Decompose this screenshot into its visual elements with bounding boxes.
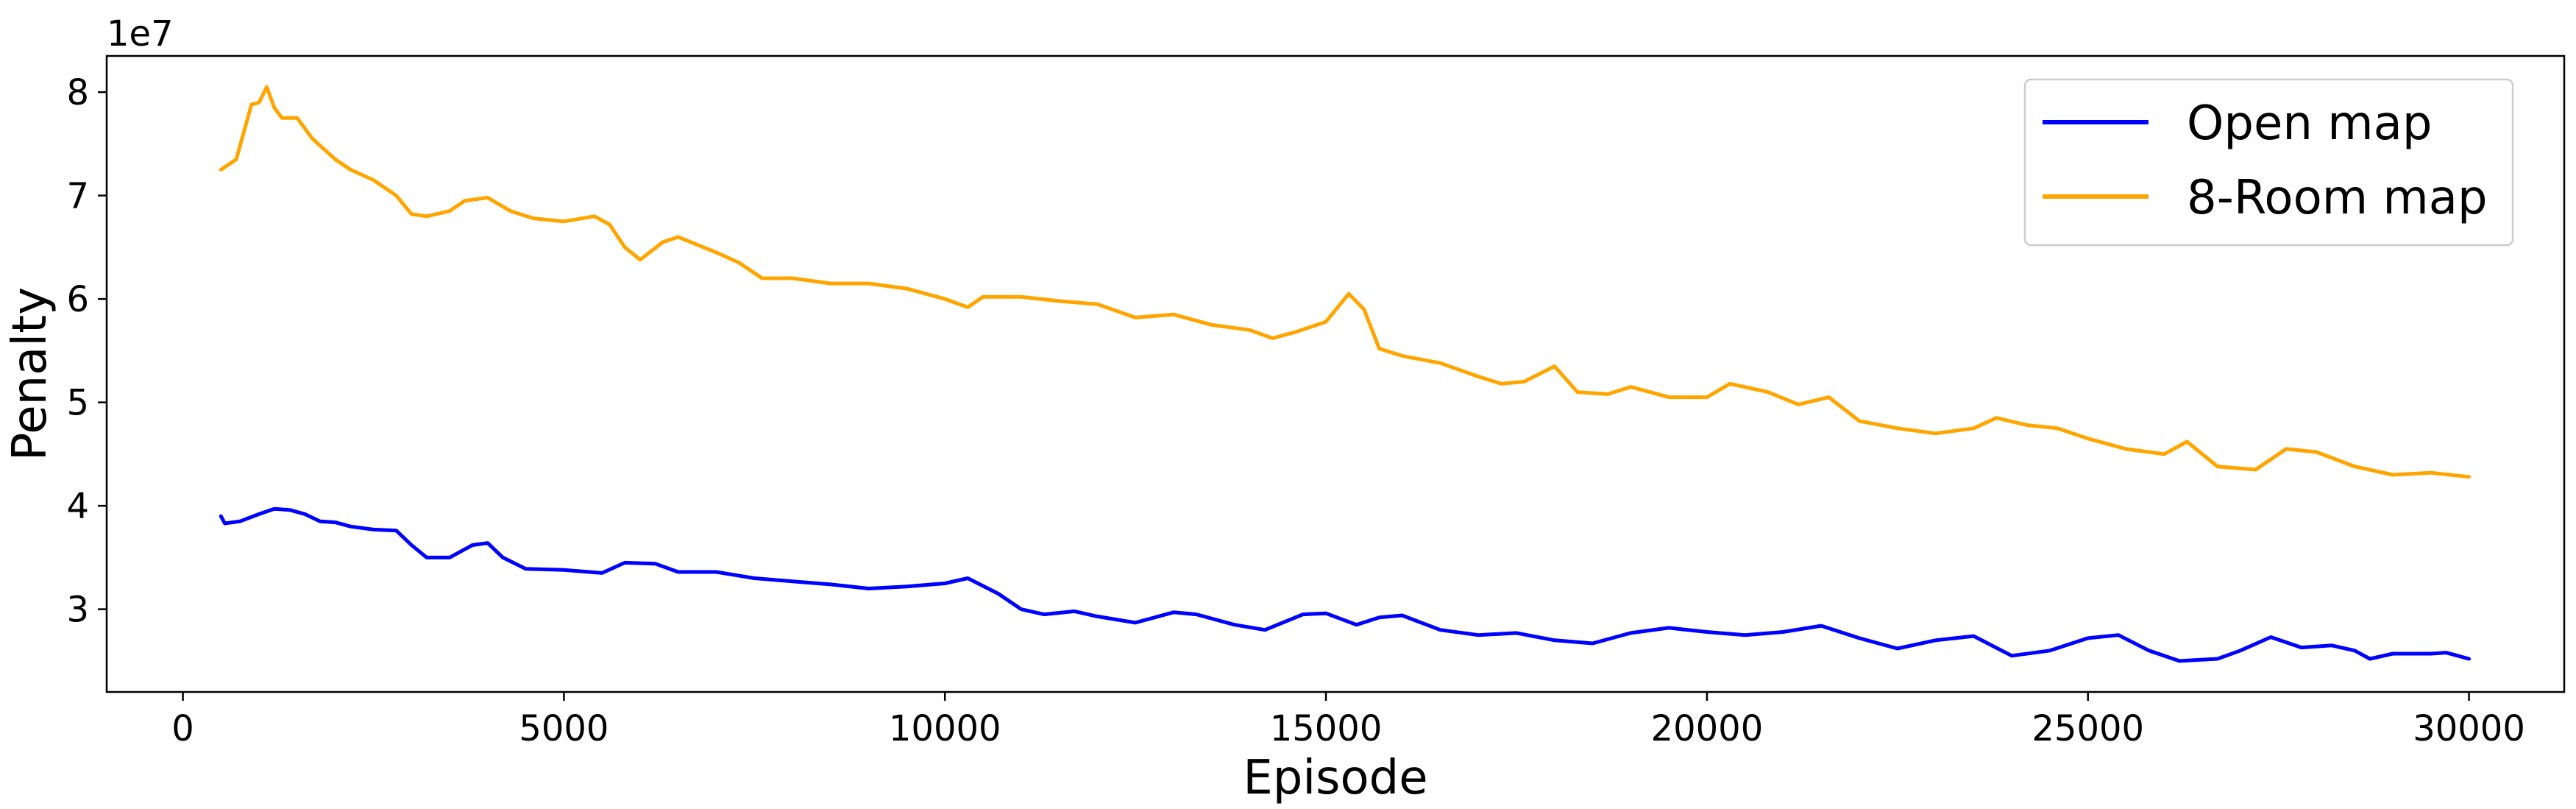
series-line-8-room-map — [219, 85, 2471, 479]
x-tick-label: 15000 — [1270, 708, 1383, 749]
y-exponent-label: 1e7 — [107, 13, 174, 54]
y-tick-label: 5 — [66, 383, 89, 424]
y-tick-label: 8 — [66, 72, 89, 113]
x-tick-label: 25000 — [2032, 708, 2144, 749]
x-tick-label: 5000 — [519, 708, 608, 749]
x-axis-label: Episode — [1243, 751, 1427, 805]
x-tick-label: 20000 — [1651, 708, 1764, 749]
y-axis: 3 4 5 6 7 8 — [66, 72, 107, 631]
series-layer — [219, 85, 2471, 663]
legend-label-8-room-map: 8-Room map — [2187, 171, 2488, 225]
plot-area-frame — [105, 54, 2566, 693]
x-axis: 0 5000 10000 15000 20000 25000 30000 — [171, 692, 2525, 749]
y-tick-label: 3 — [66, 590, 89, 631]
y-axis-label: Penalty — [3, 287, 57, 461]
y-tick-label: 6 — [66, 279, 89, 320]
y-tick-label: 7 — [66, 176, 89, 217]
x-tick-label: 10000 — [889, 708, 1001, 749]
legend-label-open-map: Open map — [2187, 96, 2432, 151]
series-line-open-map — [219, 506, 2471, 663]
legend: Open map 8-Room map — [2023, 78, 2514, 247]
x-tick-label: 30000 — [2413, 708, 2525, 749]
x-tick-label: 0 — [171, 708, 194, 749]
y-tick-label: 4 — [66, 486, 89, 527]
